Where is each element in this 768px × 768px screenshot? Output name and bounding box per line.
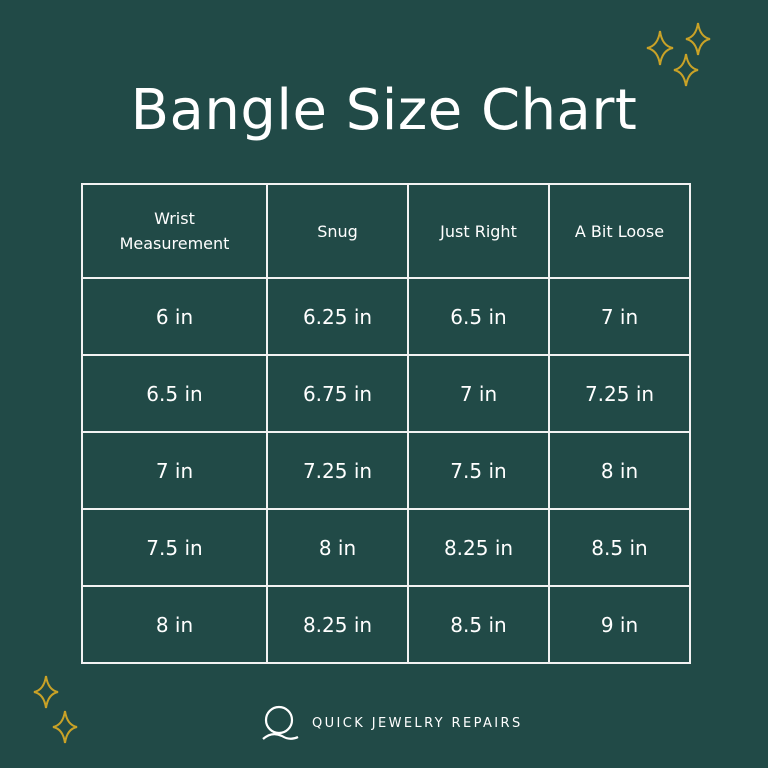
table-cell: 8 in — [81, 585, 268, 664]
table-row: 7.5 in 8 in 8.25 in 8.5 in — [81, 508, 691, 587]
table-cell: 6 in — [81, 277, 268, 356]
table-cell: 7.25 in — [548, 354, 691, 433]
column-header: Snug — [266, 183, 409, 279]
table-row: 7 in 7.25 in 7.5 in 8 in — [81, 431, 691, 510]
table-cell: 6.5 in — [407, 277, 550, 356]
table-cell: 7 in — [81, 431, 268, 510]
table-cell: 8.25 in — [407, 508, 550, 587]
column-header: Just Right — [407, 183, 550, 279]
page-title: Bangle Size Chart — [130, 78, 638, 143]
size-table: Wrist Measurement Snug Just Right A Bit Loo… — [81, 183, 691, 664]
sparkle-icon — [33, 675, 59, 709]
table-cell: 7 in — [548, 277, 691, 356]
table-row: 6 in 6.25 in 6.5 in 7 in — [81, 277, 691, 356]
table-row: 6.5 in 6.75 in 7 in 7.25 in — [81, 354, 691, 433]
table-cell: 7.5 in — [407, 431, 550, 510]
table-cell: 8 in — [548, 431, 691, 510]
table-cell: 8.25 in — [266, 585, 409, 664]
brand-logo: QUICK JEWELRY REPAIRS — [260, 703, 523, 743]
sparkle-icon — [52, 710, 78, 744]
sparkle-icon — [646, 30, 674, 66]
table-header-row: Wrist Measurement Snug Just Right A Bit Loo… — [81, 183, 691, 279]
table-cell: 7.5 in — [81, 508, 268, 587]
sparkle-icon — [673, 53, 699, 87]
table-cell: 6.5 in — [81, 354, 268, 433]
table-cell: 9 in — [548, 585, 691, 664]
table-cell: 6.25 in — [266, 277, 409, 356]
table-cell: 7 in — [407, 354, 550, 433]
sparkle-icon — [685, 22, 711, 56]
table-cell: 8.5 in — [548, 508, 691, 587]
column-header: A Bit Loose — [548, 183, 691, 279]
column-header: Wrist Measurement — [81, 183, 268, 279]
q-logo-icon — [262, 705, 299, 740]
table-cell: 8 in — [266, 508, 409, 587]
brand-name: QUICK JEWELRY REPAIRS — [312, 715, 523, 731]
table-cell: 7.25 in — [266, 431, 409, 510]
table-cell: 8.5 in — [407, 585, 550, 664]
table-row: 8 in 8.25 in 8.5 in 9 in — [81, 585, 691, 664]
table-cell: 6.75 in — [266, 354, 409, 433]
